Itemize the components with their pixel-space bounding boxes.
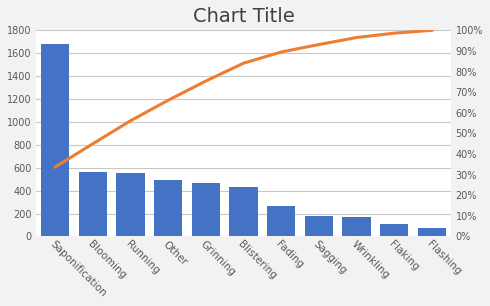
Bar [267,206,295,237]
Bar [154,180,182,237]
Bar [343,217,370,237]
Bar [41,44,70,237]
Bar [380,224,408,237]
Bar [192,183,220,237]
Bar [305,216,333,237]
Bar [79,172,107,237]
Bar [418,228,446,237]
Bar [229,187,258,237]
Title: Chart Title: Chart Title [193,7,294,26]
Bar [117,173,145,237]
